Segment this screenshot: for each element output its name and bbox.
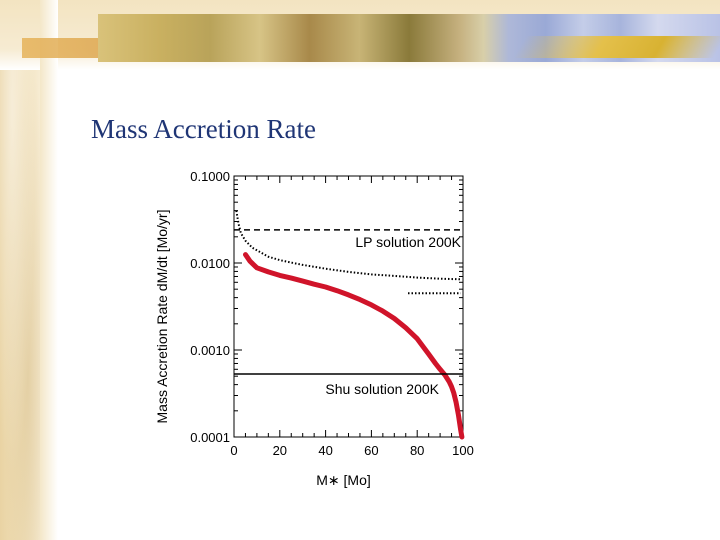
dotted-reference-curve [235,210,461,281]
x-tick-label: 100 [452,443,474,458]
y-tick-label: 0.1000 [190,169,230,184]
x-tick-label: 60 [364,443,378,458]
y-tick-label: 0.0001 [190,430,230,445]
plot-frame [233,175,464,438]
parchment-fade [40,0,58,540]
decorative-leaf [513,36,720,58]
x-tick-label: 0 [230,443,237,458]
x-tick-label: 80 [410,443,424,458]
slide-title: Mass Accretion Rate [91,114,316,144]
y-tick-label: 0.0100 [190,256,230,271]
model-accretion-curve [243,252,465,440]
y-axis-label: Mass Accretion Rate dM/dt [Mo/yr] [154,210,170,424]
x-tick-label: 20 [273,443,287,458]
shu-solution-label: Shu solution 200K [325,381,439,397]
accretion-chart: 0 20 40 60 80 100 0.1000 0.0100 0.0010 0.0001 LP s… [154,169,474,488]
y-tick-label: 0.0010 [190,343,230,358]
plot-layer: 0 20 40 60 80 100 0.1000 0.0100 0.0010 0.0001 LP s… [154,169,474,488]
x-tick-label: 40 [318,443,332,458]
x-axis-label: M∗ [Mo] [316,472,371,488]
lp-solution-label: LP solution 200K [355,234,461,250]
parchment-border-left [0,0,40,540]
